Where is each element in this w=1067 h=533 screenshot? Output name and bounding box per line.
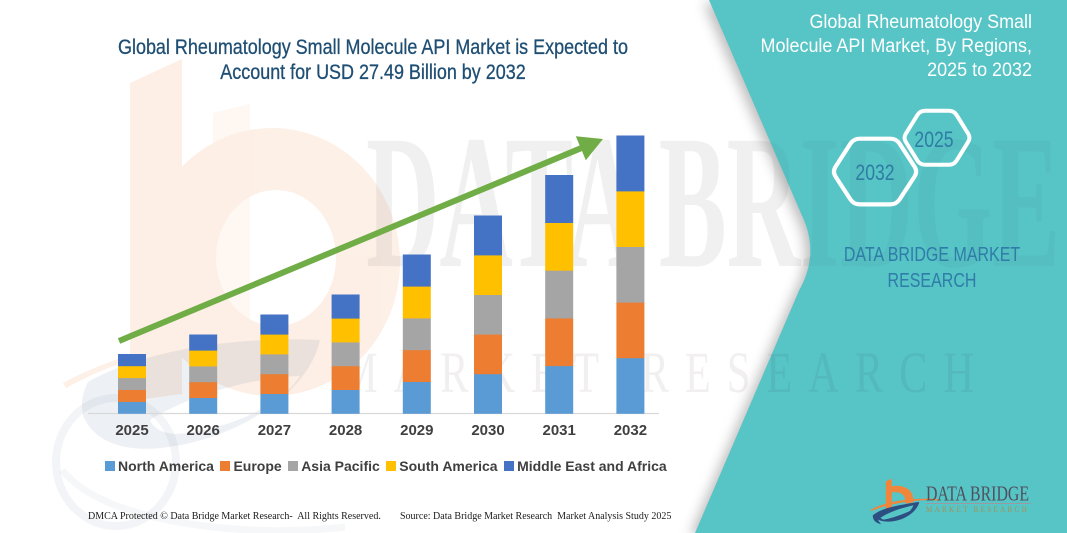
svg-text:DATA BRIDGE: DATA BRIDGE xyxy=(926,481,1029,505)
svg-text:MARKET RESEARCH: MARKET RESEARCH xyxy=(926,505,1029,514)
